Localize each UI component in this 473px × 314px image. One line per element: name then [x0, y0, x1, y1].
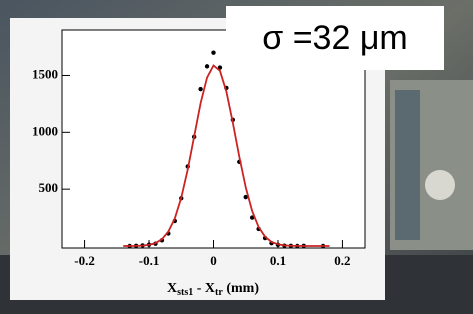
x-tick-label: 0: [210, 253, 217, 268]
x-label-part: - X: [193, 281, 215, 296]
y-tick-label: 500: [39, 180, 59, 195]
y-tick-label: 1500: [32, 66, 58, 81]
page: {"chart_data": {"type": "scatter", "anno…: [0, 0, 473, 314]
chart: 50010001500-0.2-0.100.10.2 Xsts1 - Xtr (…: [0, 0, 473, 314]
data-point: [198, 87, 202, 91]
x-tick-label: -0.1: [139, 253, 160, 268]
data-point: [211, 51, 215, 55]
x-tick-label: 0.1: [270, 253, 286, 268]
x-label-subscript: sts1: [177, 287, 193, 298]
photo-dial: [425, 170, 455, 200]
data-point: [205, 64, 209, 68]
photo-equipment: [395, 90, 420, 240]
x-label-part: (mm): [223, 281, 259, 296]
x-tick-label: -0.2: [74, 253, 95, 268]
x-tick-label: 0.2: [334, 253, 350, 268]
annotation: σ =32 μm: [262, 19, 407, 57]
y-tick-label: 1000: [32, 123, 58, 138]
x-label-part: X: [167, 281, 177, 296]
